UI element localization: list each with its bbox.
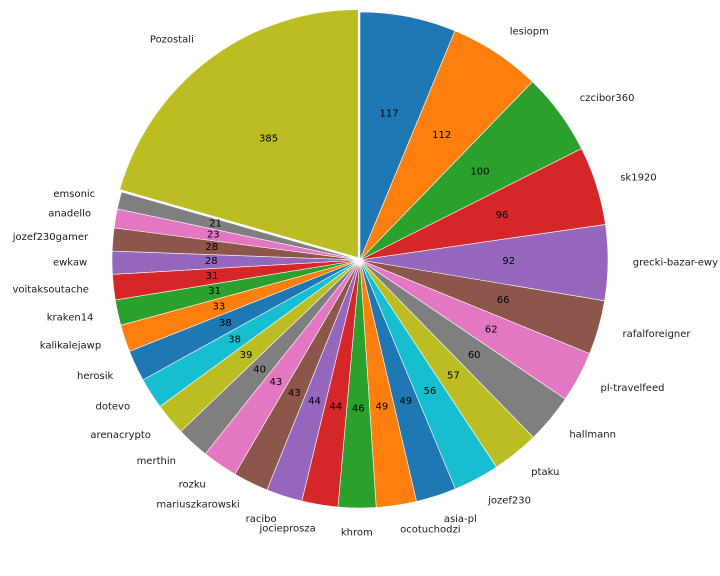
pie-slice-label-rafalforeigner: rafalforeigner bbox=[622, 329, 691, 340]
slice-labels-group: browerylesiopmczcibor360sk1920grecki-baz… bbox=[12, 26, 718, 538]
pie-value-label-anadello: 23 bbox=[207, 230, 220, 241]
pie-value-label-sk1920: 96 bbox=[496, 210, 509, 221]
pie-slice-label-dotevo: dotevo bbox=[96, 401, 131, 412]
pie-value-label-emsonic: 21 bbox=[209, 219, 222, 230]
pie-value-label-jocieprosza: 44 bbox=[330, 401, 343, 412]
pie-value-label-rozku: 43 bbox=[269, 377, 282, 388]
pie-slice-label-ewkaw: ewkaw bbox=[53, 257, 87, 268]
pie-slice-label-rozku: rozku bbox=[179, 479, 206, 490]
pie-slice-label-asia-pl: asia-pl bbox=[444, 514, 477, 525]
pie-value-label-browery: 117 bbox=[379, 109, 398, 120]
pie-value-label-ptaku: 57 bbox=[447, 370, 460, 381]
slices-group bbox=[111, 9, 609, 509]
pie-slice-label-pozostali: Pozostali bbox=[150, 34, 194, 45]
pie-value-label-voitaksoutache: 31 bbox=[206, 271, 219, 282]
pie-slice-label-pl-travelfeed: pl-travelfeed bbox=[601, 383, 665, 394]
pie-slice-label-hallmann: hallmann bbox=[569, 429, 616, 440]
pie-value-label-asia-pl: 49 bbox=[399, 396, 412, 407]
pie-slice-label-ocotuchodzi: ocotuchodzi bbox=[400, 524, 460, 535]
pie-value-label-hallmann: 60 bbox=[468, 350, 481, 361]
pie-slice-label-czcibor360: czcibor360 bbox=[580, 93, 635, 104]
pie-value-label-ocotuchodzi: 49 bbox=[376, 402, 389, 413]
pie-value-label-kraken14: 31 bbox=[208, 286, 221, 297]
pie-slice-label-ptaku: ptaku bbox=[531, 467, 559, 478]
pie-slice-label-lesiopm: lesiopm bbox=[510, 26, 549, 37]
pie-slice-label-emsonic: emsonic bbox=[53, 189, 95, 200]
pie-slice-label-grecki-bazar-ewy: grecki-bazar-ewy bbox=[633, 257, 718, 268]
pie-slice-label-jozef230: jozef230 bbox=[487, 495, 531, 506]
pie-slice-label-khrom: khrom bbox=[341, 527, 373, 538]
pie-value-label-jozef230: 56 bbox=[423, 386, 436, 397]
pie-slice-label-racibo: racibo bbox=[246, 514, 277, 525]
pie-value-label-dotevo: 38 bbox=[228, 335, 241, 346]
pie-value-label-kalikalejawp: 33 bbox=[212, 302, 225, 313]
pie-slice-label-jozef230gamer: jozef230gamer bbox=[12, 232, 89, 243]
pie-value-label-rafalforeigner: 66 bbox=[497, 295, 510, 306]
pie-slice-label-mariuszkarowski: mariuszkarowski bbox=[156, 499, 239, 510]
pie-slice-label-kalikalejawp: kalikalejawp bbox=[40, 341, 101, 352]
pie-value-label-lesiopm: 112 bbox=[432, 130, 451, 141]
pie-value-label-czcibor360: 100 bbox=[470, 166, 489, 177]
value-labels-group: 1171121009692666260575649494644444343403… bbox=[205, 109, 515, 415]
pie-slice-emsonic bbox=[116, 191, 361, 261]
pie-value-label-mariuszkarowski: 43 bbox=[288, 388, 301, 399]
pie-value-label-ewkaw: 28 bbox=[205, 256, 218, 267]
pie-value-label-jozef230gamer: 28 bbox=[205, 242, 218, 253]
pie-slice-label-jocieprosza: jocieprosza bbox=[258, 524, 315, 535]
pie-value-label-grecki-bazar-ewy: 92 bbox=[502, 256, 515, 267]
pie-slice-label-anadello: anadello bbox=[48, 209, 91, 220]
pie-slice-label-merthin: merthin bbox=[137, 456, 176, 467]
pie-slice-label-arenacrypto: arenacrypto bbox=[90, 430, 151, 441]
pie-value-label-arenacrypto: 39 bbox=[240, 350, 253, 361]
pie-slice-pozostali bbox=[119, 9, 359, 259]
pie-slice-label-voitaksoutache: voitaksoutache bbox=[12, 284, 88, 295]
pie-value-label-khrom: 46 bbox=[352, 403, 365, 414]
pie-slice-label-herosik: herosik bbox=[77, 371, 113, 382]
pie-value-label-pozostali: 385 bbox=[259, 133, 278, 144]
pie-value-label-racibo: 44 bbox=[308, 396, 321, 407]
pie-value-label-herosik: 38 bbox=[219, 318, 232, 329]
pie-slice-label-sk1920: sk1920 bbox=[620, 173, 656, 184]
pie-value-label-pl-travelfeed: 62 bbox=[485, 325, 498, 336]
pie-value-label-merthin: 40 bbox=[253, 364, 266, 375]
pie-slice-label-kraken14: kraken14 bbox=[47, 312, 94, 323]
